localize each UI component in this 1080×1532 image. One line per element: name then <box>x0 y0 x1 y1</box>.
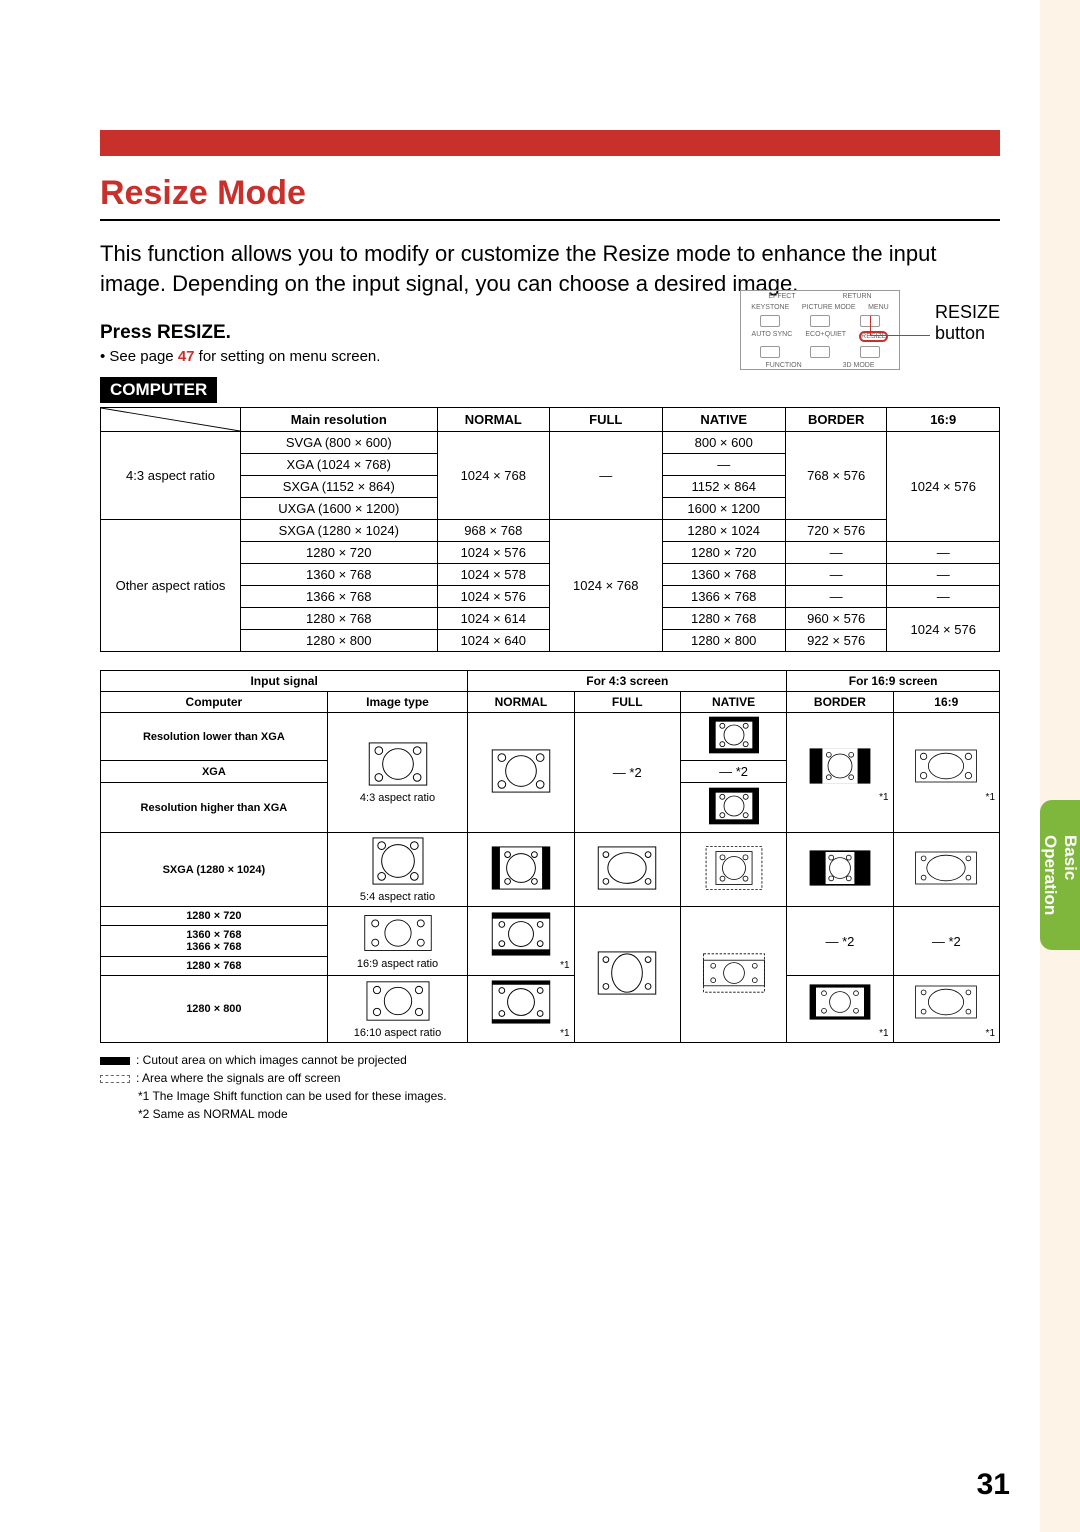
page-title: Resize Mode <box>100 174 1000 213</box>
legend: : Cutout area on which images cannot be … <box>100 1051 1000 1123</box>
callout-resize: RESIZE <box>935 302 1000 323</box>
page-number: 31 <box>977 1468 1010 1502</box>
aspect-43-icon <box>366 741 430 787</box>
title-underline <box>100 219 1000 221</box>
resolution-table: Main resolution NORMAL FULL NATIVE BORDE… <box>100 407 1000 652</box>
callout-button: button <box>935 323 1000 344</box>
header-red-bar <box>100 130 1000 156</box>
remote-control-diagram: EFFECTRETURN KEYSTONEPICTURE MODEMENU AU… <box>740 290 1000 380</box>
image-type-table: Input signal For 4:3 screen For 16:9 scr… <box>100 670 1000 1043</box>
computer-section-label: COMPUTER <box>100 377 217 403</box>
